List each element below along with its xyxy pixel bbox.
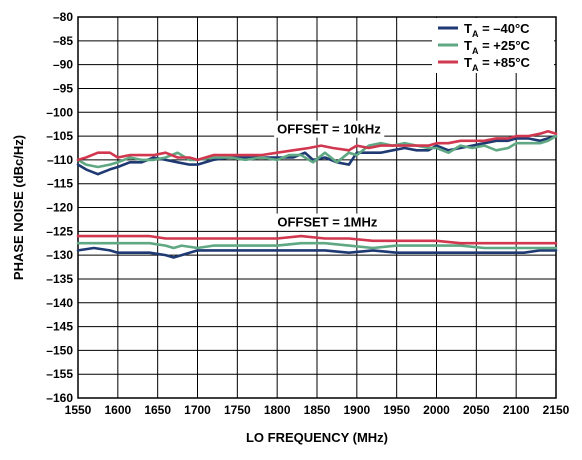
x-tick-label: 2100 xyxy=(503,403,530,417)
x-tick-label: 2150 xyxy=(543,403,570,417)
y-tick-label: –150 xyxy=(46,343,73,357)
plot-frame xyxy=(77,16,557,399)
y-tick-label: –140 xyxy=(46,296,73,310)
y-tick-label: –120 xyxy=(46,201,73,215)
series-line-10khz-2 xyxy=(76,130,558,162)
y-tick-label: –130 xyxy=(46,248,73,262)
series-line-10khz-1 xyxy=(76,134,558,169)
x-tick-label: 2050 xyxy=(463,403,490,417)
x-tick-label: 2000 xyxy=(423,403,450,417)
x-tick-label: 1950 xyxy=(383,403,410,417)
series-lines xyxy=(76,130,558,259)
x-tick-label: 1750 xyxy=(224,403,251,417)
x-tick-label: 1600 xyxy=(104,403,131,417)
y-tick-label: –85 xyxy=(53,34,73,48)
series-line-10khz-0 xyxy=(76,134,558,176)
y-tick-label: –110 xyxy=(47,153,73,167)
legend-entry-label: TA = –40°C xyxy=(464,21,530,39)
x-tick-label: 1700 xyxy=(184,403,211,417)
legend-entry-label: TA = +25°C xyxy=(464,38,531,56)
y-tick-label: –155 xyxy=(46,367,73,381)
offset-annotation: OFFSET = 10kHz xyxy=(277,122,381,137)
y-tick-label: –135 xyxy=(46,272,73,286)
y-tick-label: –145 xyxy=(46,320,73,334)
x-tick-label: 1550 xyxy=(65,403,92,417)
y-tick-label: –80 xyxy=(53,10,73,24)
x-axis-label: LO FREQUENCY (MHz) xyxy=(246,430,388,445)
y-tick-label: –115 xyxy=(47,177,73,191)
grid-lines xyxy=(77,16,557,399)
y-tick-label: –95 xyxy=(53,81,73,95)
x-tick-label: 1800 xyxy=(264,403,291,417)
legend-entry-label: TA = +85°C xyxy=(464,55,531,73)
y-axis-label: PHASE NOISE (dBc/Hz) xyxy=(11,135,26,280)
legend: TA = –40°CTA = +25°CTA = +85°C xyxy=(432,18,554,73)
x-tick-label: 1900 xyxy=(343,403,370,417)
y-tick-label: –160 xyxy=(46,391,73,405)
y-tick-label: –100 xyxy=(46,105,73,119)
offset-annotation: OFFSET = 1MHz xyxy=(277,215,378,230)
series-line-1mhz-0 xyxy=(76,246,558,259)
y-tick-label: –105 xyxy=(46,129,73,143)
annotation-background xyxy=(274,120,385,138)
x-tick-label: 1850 xyxy=(304,403,331,417)
series-line-1mhz-2 xyxy=(76,234,558,245)
y-tick-label: –125 xyxy=(46,224,73,238)
y-tick-label: –90 xyxy=(53,58,73,72)
x-tick-label: 1650 xyxy=(144,403,171,417)
series-line-1mhz-1 xyxy=(76,241,558,250)
annotation-background xyxy=(274,213,381,231)
